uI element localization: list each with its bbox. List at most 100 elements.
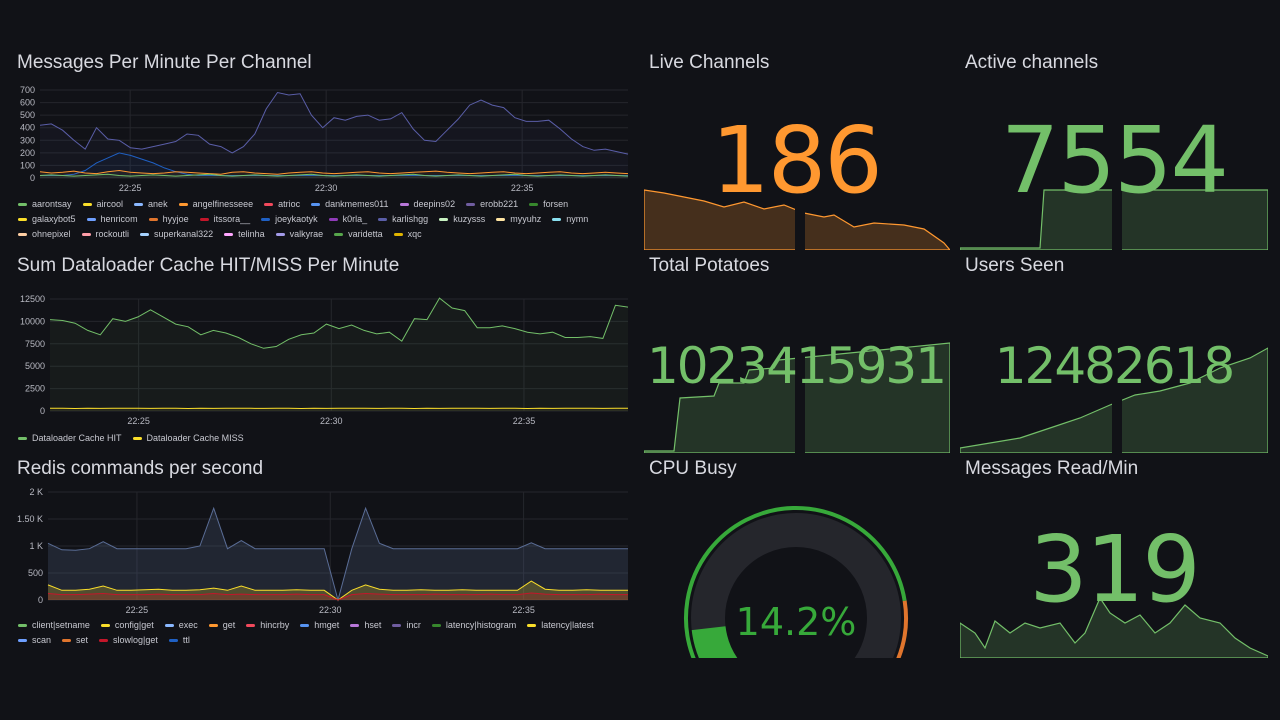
legend-item[interactable]: valkyrae	[275, 229, 323, 239]
gauge-track	[691, 513, 901, 658]
x-tick-label: 22:25	[126, 605, 149, 615]
legend-swatch	[300, 623, 310, 627]
redis-chart[interactable]: 0 500 1 K 1.50 K 2 K 22:25 22:30 22:35	[10, 486, 630, 618]
sparkline	[644, 338, 950, 453]
total-potatoes-panel: Total Potatoes 1023415931	[642, 255, 950, 453]
legend-label: Dataloader Cache MISS	[146, 433, 244, 443]
cache-chart[interactable]: 0 2500 5000 7500 10000 12500 22:25 22:30 22:35	[10, 287, 630, 432]
legend-item[interactable]: joeykaotyk	[261, 214, 318, 224]
legend-item[interactable]: nymn	[552, 214, 588, 224]
legend-item[interactable]: exec	[164, 620, 198, 630]
legend-item[interactable]: deepins02	[399, 199, 456, 209]
legend-swatch	[18, 638, 27, 642]
y-tick-label: 500	[28, 568, 43, 578]
legend-item[interactable]: varidetta	[334, 229, 383, 239]
legend-item[interactable]: latency|latest	[527, 620, 594, 630]
sparkline	[960, 596, 1268, 658]
legend-label: incr	[406, 620, 421, 630]
legend-swatch	[529, 202, 539, 206]
stat-value: 7554	[1000, 107, 1229, 214]
sparkline	[960, 343, 1268, 453]
x-tick-label: 22:30	[320, 416, 343, 426]
panel-title: Live Channels	[649, 52, 770, 73]
legend-swatch	[275, 232, 285, 236]
messages-chart[interactable]: 0 100 200 300 400 500 600 700 22:25 22:30 22:35	[10, 82, 630, 192]
legend-item[interactable]: set	[62, 635, 88, 645]
legend-item[interactable]: galaxybot5	[18, 214, 76, 224]
stat-value: 1023415931	[646, 337, 947, 395]
legend-swatch	[334, 232, 344, 236]
legend-label: latency|histogram	[445, 620, 517, 630]
legend-item[interactable]: henricom	[86, 214, 138, 224]
legend-swatch	[18, 217, 27, 221]
legend-item[interactable]: latency|histogram	[431, 620, 517, 630]
legend-item[interactable]: hmget	[300, 620, 339, 630]
legend-item[interactable]: scan	[18, 635, 51, 645]
legend-item[interactable]: hset	[350, 620, 381, 630]
panel-title: Messages Per Minute Per Channel	[17, 52, 312, 73]
legend-item[interactable]: ttl	[168, 635, 190, 645]
legend-swatch	[527, 623, 537, 627]
messages-read-panel: Messages Read/Min 319	[958, 458, 1270, 658]
legend-item[interactable]: client|setname	[18, 620, 90, 630]
legend-label: latency|latest	[541, 620, 594, 630]
series-area-config|get	[48, 581, 628, 600]
legend-item[interactable]: incr	[392, 620, 421, 630]
legend-item[interactable]: anek	[134, 199, 168, 209]
legend-item[interactable]: get	[208, 620, 236, 630]
panel-title: Users Seen	[965, 255, 1065, 276]
legend-item[interactable]: k0rla_	[328, 214, 367, 224]
legend-label: get	[222, 620, 236, 630]
gauge-value: 14.2%	[735, 600, 857, 644]
legend-label: set	[76, 635, 89, 645]
legend-item[interactable]: Dataloader Cache MISS	[132, 433, 244, 443]
legend-swatch	[86, 217, 96, 221]
stat-value: 319	[1029, 516, 1201, 623]
gauge-fill	[691, 625, 738, 658]
legend-swatch	[99, 638, 109, 642]
legend-label: aircool	[96, 199, 124, 209]
legend-label: hyyjoe	[162, 214, 189, 224]
legend-item[interactable]: slowlog|get	[99, 635, 158, 645]
legend-item[interactable]: xqc	[393, 229, 422, 239]
series-area-karlishgg	[40, 92, 628, 178]
legend-item[interactable]: superkanal322	[140, 229, 213, 239]
legend-item[interactable]: hyyjoe	[148, 214, 189, 224]
legend-item[interactable]: rockoutli	[81, 229, 129, 239]
legend-label: exec	[178, 620, 198, 630]
legend-item[interactable]: hincrby	[246, 620, 289, 630]
legend-swatch	[261, 217, 271, 221]
legend-swatch	[392, 623, 402, 627]
panel-title: Messages Read/Min	[965, 458, 1139, 479]
users-seen-panel: Users Seen 12482618	[958, 255, 1270, 453]
legend-item[interactable]: itssora__	[199, 214, 250, 224]
x-tick-label: 22:30	[315, 183, 338, 192]
legend-label: deepins02	[413, 199, 456, 209]
legend-item[interactable]: kuzysss	[439, 214, 485, 224]
legend-item[interactable]: config|get	[100, 620, 154, 630]
legend-item[interactable]: atrioc	[264, 199, 300, 209]
legend-label: ohnepixel	[32, 229, 71, 239]
legend-item[interactable]: erobb221	[466, 199, 518, 209]
legend-swatch	[18, 623, 27, 627]
panel-title: CPU Busy	[649, 458, 737, 479]
legend-item[interactable]: angelfinesseee	[178, 199, 253, 209]
legend-swatch	[552, 217, 562, 221]
legend-swatch	[350, 623, 360, 627]
legend-item[interactable]: dankmemes011	[311, 199, 389, 209]
panel-title: Active channels	[965, 52, 1099, 73]
legend-label: telinha	[238, 229, 265, 239]
series-area-ttl	[48, 508, 628, 600]
legend-item[interactable]: aircool	[82, 199, 124, 209]
legend-swatch	[199, 217, 209, 221]
legend-item[interactable]: telinha	[224, 229, 265, 239]
legend-item[interactable]: ohnepixel	[18, 229, 71, 239]
legend-item[interactable]: myyuhz	[496, 214, 541, 224]
legend-item[interactable]: karlishgg	[378, 214, 428, 224]
y-tick-label: 10000	[20, 316, 45, 326]
legend-label: slowlog|get	[113, 635, 158, 645]
legend-item[interactable]: forsen	[529, 199, 568, 209]
legend-swatch	[140, 232, 150, 236]
legend-item[interactable]: Dataloader Cache HIT	[18, 433, 122, 443]
legend-item[interactable]: aarontsay	[18, 199, 72, 209]
